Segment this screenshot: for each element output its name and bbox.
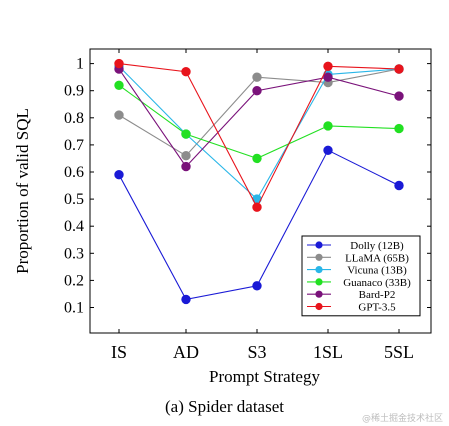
watermark: @稀土掘金技术社区: [361, 414, 443, 424]
data-point: [252, 202, 262, 212]
legend-label: Vicuna (13B): [347, 265, 407, 277]
data-point: [181, 129, 191, 139]
legend-marker: [315, 278, 323, 286]
y-tick-label: 0.8: [64, 110, 84, 127]
data-point: [181, 67, 191, 77]
y-tick-label: 0.4: [64, 218, 84, 235]
legend-label: Bard-P2: [359, 289, 396, 301]
figure-caption: (a) Spider dataset: [165, 397, 284, 416]
data-point: [323, 61, 333, 72]
line-chart: 0.1 0.2 0.3 0.4 0.5 0.6 0.7 0.8 0.9 1 IS AD S3 1SL 5SL…: [13, 48, 432, 386]
x-tick-label: IS: [111, 342, 127, 362]
legend-label: Guanaco (33B): [343, 277, 411, 289]
data-point: [252, 153, 262, 164]
legend-marker: [315, 290, 323, 298]
legend-label: GPT-3.5: [358, 302, 396, 314]
data-point: [323, 72, 333, 82]
data-point: [181, 151, 191, 161]
legend-marker: [315, 302, 323, 311]
y-axis-label: Proportion of valid SQL: [13, 108, 32, 274]
y-tick-label: 0.7: [64, 137, 84, 154]
x-tick-label: S3: [247, 342, 266, 362]
data-point: [114, 110, 124, 120]
data-point: [181, 161, 191, 172]
y-tick-label: 0.3: [64, 245, 84, 262]
legend-label: Dolly (12B): [350, 240, 404, 252]
y-tick-label: 1: [76, 56, 84, 73]
series-line: [118, 84, 400, 159]
legend-label: LLaMA (65B): [345, 252, 409, 264]
x-axis-label: Prompt Strategy: [209, 367, 320, 386]
y-tick-label: 0.6: [64, 164, 84, 181]
legend-marker: [315, 241, 323, 249]
y-tick-label: 0.9: [64, 83, 84, 100]
data-point: [114, 80, 124, 91]
series-line: [118, 68, 400, 157]
data-point: [252, 72, 262, 82]
x-tick-label: AD: [173, 342, 199, 362]
y-tick-label: 0.1: [64, 300, 84, 317]
legend-marker: [315, 253, 323, 261]
legend-marker: [315, 266, 323, 274]
plot-frame: [89, 48, 432, 334]
data-point: [114, 58, 124, 69]
series-line: [118, 65, 400, 200]
data-point: [394, 64, 404, 74]
series-line: [118, 68, 400, 168]
data-point: [394, 180, 404, 191]
data-point: [252, 281, 262, 291]
legend-box: [301, 235, 421, 317]
data-point: [323, 145, 333, 156]
x-tick-label: 1SL: [313, 342, 343, 362]
data-point: [114, 170, 124, 180]
data-point: [252, 86, 262, 96]
data-point: [323, 121, 333, 131]
data-point: [181, 294, 191, 305]
data-point: [394, 123, 404, 134]
data-point: [394, 91, 404, 101]
y-tick-label: 0.5: [64, 191, 84, 208]
y-tick-label: 0.2: [64, 272, 84, 289]
x-tick-label: 5SL: [384, 342, 414, 362]
